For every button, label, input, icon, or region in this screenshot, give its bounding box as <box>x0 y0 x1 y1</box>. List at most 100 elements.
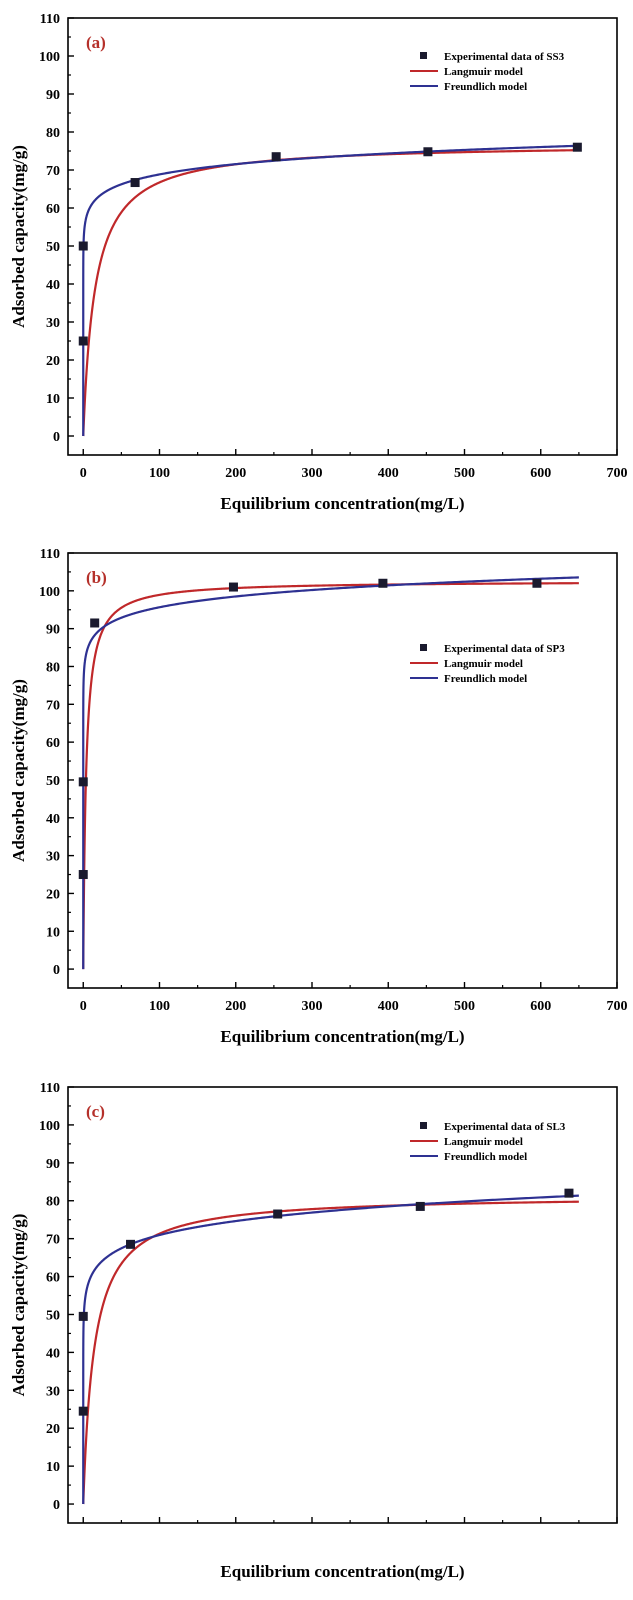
y-tick-label: 90 <box>46 623 60 638</box>
x-tick-label: 0 <box>80 999 87 1014</box>
chart-panel-a: 0 10 20 30 40 50 60 70 80 90 100 110 0 100 200 300 400 50… <box>9 12 628 513</box>
y-tick-label: 110 <box>40 547 60 562</box>
y-tick-label: 110 <box>40 12 60 27</box>
legend-entry: Experimental data of SP3 <box>444 643 565 655</box>
freundlich-curve <box>82 144 579 436</box>
y-tick-label: 80 <box>46 660 60 675</box>
y-tick-label: 100 <box>39 50 60 65</box>
x-tick-label: 600 <box>530 999 551 1014</box>
x-tick-label: 500 <box>454 999 475 1014</box>
x-tick-label: 200 <box>225 466 246 481</box>
y-tick-label: 80 <box>46 126 60 141</box>
legend-marker <box>420 1122 427 1129</box>
experimental-point <box>78 777 88 787</box>
y-tick-label: 60 <box>46 1271 60 1286</box>
legend-entry: Freundlich model <box>444 673 527 685</box>
legend-marker <box>420 644 427 651</box>
y-tick-label: 0 <box>53 1498 60 1513</box>
y-tick-label: 10 <box>46 925 60 940</box>
legend-entry: Experimental data of SL3 <box>444 1121 566 1133</box>
experimental-point <box>572 142 582 152</box>
x-tick-label: 700 <box>607 466 628 481</box>
legend: Experimental data of SL3 Langmuir model Fr… <box>410 1121 566 1163</box>
y-tick-label: 30 <box>46 1384 60 1399</box>
y-axis-title: Adsorbed capacity(mg/g) <box>9 145 28 328</box>
y-tick-label: 70 <box>46 1233 60 1248</box>
x-tick-label: 300 <box>302 999 323 1014</box>
x-axis-title: Equilibrium concentration(mg/L) <box>220 1027 464 1046</box>
panel-label: (b) <box>86 568 107 587</box>
x-tick-label: 500 <box>454 466 475 481</box>
x-tick-label: 600 <box>530 466 551 481</box>
y-tick-label: 110 <box>40 1081 60 1096</box>
y-tick-label: 40 <box>46 278 60 293</box>
y-tick-label: 40 <box>46 812 60 827</box>
freundlich-curve <box>82 576 579 970</box>
chart-panel-c: 0 10 20 30 40 50 60 70 80 90 100 110 Equilibrium con… <box>9 1081 618 1581</box>
y-tick-label: 100 <box>39 1119 60 1134</box>
experimental-point <box>78 1311 88 1321</box>
x-tick-label: 100 <box>149 999 170 1014</box>
legend: Experimental data of SP3 Langmuir model Fr… <box>410 643 565 685</box>
experimental-point <box>423 147 433 157</box>
x-tick-label: 400 <box>378 466 399 481</box>
legend-entry: Experimental data of SS3 <box>444 51 565 63</box>
langmuir-curve <box>82 582 579 970</box>
y-tick-label: 20 <box>46 1422 60 1437</box>
x-axis-title: Equilibrium concentration(mg/L) <box>220 494 464 513</box>
legend-entry: Freundlich model <box>444 1151 527 1163</box>
legend-entry: Langmuir model <box>444 658 523 670</box>
y-tick-label: 10 <box>46 1460 60 1475</box>
y-tick-label: 30 <box>46 850 60 865</box>
panel-label: (c) <box>86 1102 105 1121</box>
experimental-point <box>532 578 542 588</box>
y-tick-label: 50 <box>46 774 60 789</box>
y-tick-label: 30 <box>46 316 60 331</box>
x-tick-label: 100 <box>149 466 170 481</box>
plot-frame <box>67 1086 618 1524</box>
freundlich-curve <box>82 1194 579 1505</box>
panel-label: (a) <box>86 33 106 52</box>
y-tick-label: 20 <box>46 354 60 369</box>
y-tick-label: 0 <box>53 963 60 978</box>
x-axis-title: Equilibrium concentration(mg/L) <box>220 1562 464 1581</box>
y-tick-label: 50 <box>46 240 60 255</box>
x-tick-label: 400 <box>378 999 399 1014</box>
plot-frame <box>67 552 618 989</box>
y-tick-label: 40 <box>46 1346 60 1361</box>
legend-entry: Freundlich model <box>444 81 527 93</box>
chart-panel-b: 0 10 20 30 40 50 60 70 80 90 100 110 0 100 200 300 400 50… <box>9 547 628 1046</box>
experimental-point <box>78 336 88 346</box>
x-tick-label: 0 <box>80 466 87 481</box>
experimental-point <box>415 1201 425 1211</box>
y-tick-label: 70 <box>46 164 60 179</box>
langmuir-curve <box>82 1200 579 1505</box>
experimental-point <box>273 1209 283 1219</box>
y-tick-label: 70 <box>46 698 60 713</box>
experimental-point <box>90 618 100 628</box>
y-tick-label: 90 <box>46 88 60 103</box>
legend-entry: Langmuir model <box>444 66 523 78</box>
plot-frame <box>67 17 618 456</box>
experimental-point <box>378 578 388 588</box>
experimental-point <box>126 1239 136 1249</box>
experimental-point <box>78 241 88 251</box>
y-tick-label: 90 <box>46 1157 60 1172</box>
legend-marker <box>420 52 427 59</box>
y-tick-label: 0 <box>53 430 60 445</box>
experimental-point <box>228 582 238 592</box>
y-axis-title: Adsorbed capacity(mg/g) <box>9 1214 28 1397</box>
x-tick-label: 700 <box>607 999 628 1014</box>
experimental-point <box>130 178 140 188</box>
y-tick-label: 60 <box>46 736 60 751</box>
experimental-point <box>564 1188 574 1198</box>
experimental-point <box>78 870 88 880</box>
y-tick-label: 100 <box>39 585 60 600</box>
experimental-point <box>271 152 281 162</box>
y-tick-label: 80 <box>46 1195 60 1210</box>
y-tick-label: 60 <box>46 202 60 217</box>
y-tick-label: 10 <box>46 392 60 407</box>
legend: Experimental data of SS3 Langmuir model Fr… <box>410 51 565 93</box>
